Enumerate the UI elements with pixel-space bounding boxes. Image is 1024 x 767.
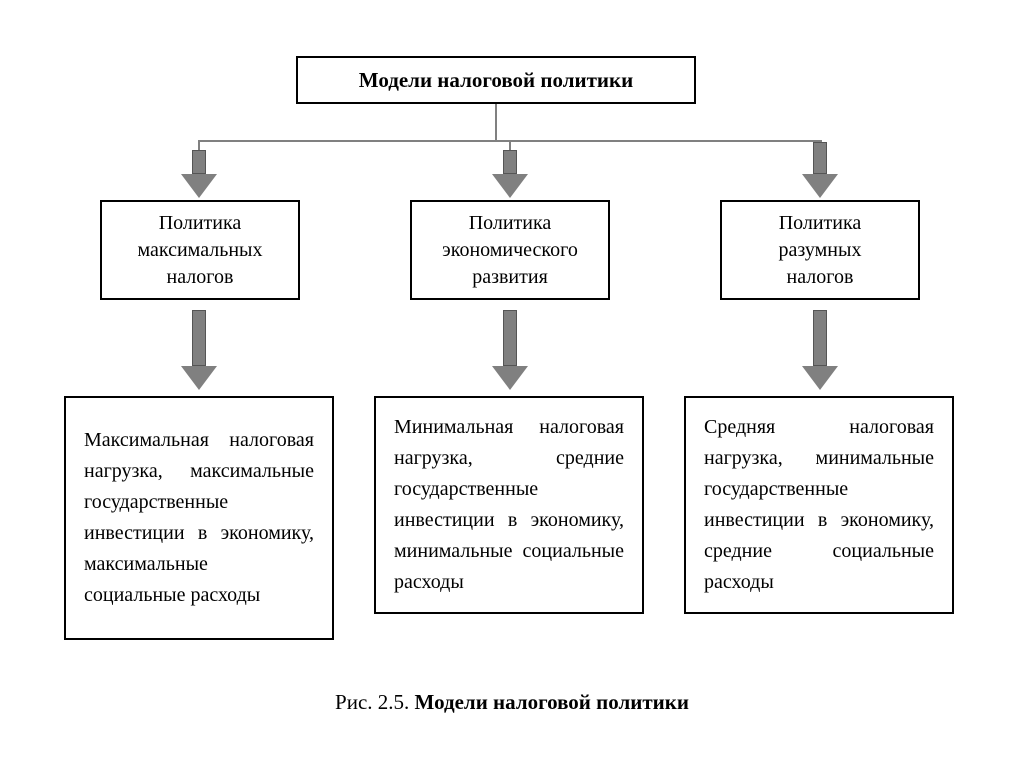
col1-mid-text: Политика максимальных налогов bbox=[137, 210, 262, 291]
figure-caption: Рис. 2.5. Модели налоговой политики bbox=[0, 690, 1024, 715]
col2-mid-box: Политика экономического развития bbox=[410, 200, 610, 300]
col2-desc-text: Минимальная нало­говая нагрузка, сред­ни… bbox=[394, 412, 624, 598]
root-box: Модели налоговой политики bbox=[296, 56, 696, 104]
col1-stub bbox=[198, 140, 200, 150]
col1-desc-box: Максимальная нало­говая нагрузка, мак­си… bbox=[64, 396, 334, 640]
caption-label: Рис. 2.5. bbox=[335, 690, 409, 714]
col3-desc-box: Средняя налоговая нагрузка, минималь­ные… bbox=[684, 396, 954, 614]
col1-desc-text: Максимальная нало­говая нагрузка, мак­си… bbox=[84, 425, 314, 611]
col3-mid-text: Политика разумных налогов bbox=[779, 210, 862, 291]
root-stub bbox=[495, 104, 497, 140]
col2-desc-box: Минимальная нало­говая нагрузка, сред­ни… bbox=[374, 396, 644, 614]
col2-mid-text: Политика экономического развития bbox=[442, 210, 578, 291]
caption-text: Модели налоговой политики bbox=[415, 690, 689, 714]
col1-arrow-mid-head bbox=[181, 366, 217, 390]
col2-stub bbox=[509, 140, 511, 150]
tax-policy-diagram: Модели налоговой политики Политика макси… bbox=[0, 0, 1024, 767]
col1-arrow-top-shaft bbox=[192, 150, 206, 174]
col3-arrow-top-head bbox=[802, 174, 838, 198]
col2-arrow-top-head bbox=[492, 174, 528, 198]
col3-arrow-top-shaft bbox=[813, 142, 827, 174]
root-title: Модели налоговой политики bbox=[359, 68, 633, 93]
col3-arrow-mid-shaft bbox=[813, 310, 827, 366]
col3-arrow-mid-head bbox=[802, 366, 838, 390]
col2-arrow-top-shaft bbox=[503, 150, 517, 174]
col3-mid-box: Политика разумных налогов bbox=[720, 200, 920, 300]
col2-arrow-mid-shaft bbox=[503, 310, 517, 366]
col1-arrow-top-head bbox=[181, 174, 217, 198]
col3-desc-text: Средняя налоговая нагрузка, минималь­ные… bbox=[704, 412, 934, 598]
col1-mid-box: Политика максимальных налогов bbox=[100, 200, 300, 300]
col1-arrow-mid-shaft bbox=[192, 310, 206, 366]
col2-arrow-mid-head bbox=[492, 366, 528, 390]
